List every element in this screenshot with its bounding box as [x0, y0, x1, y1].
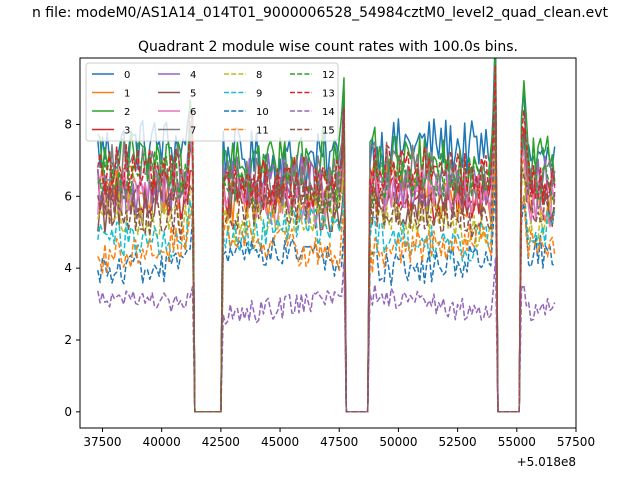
x-axis: 37500 40000 42500 45000 47500 50000 52500 55000… — [83, 428, 595, 449]
legend-label-9: 9 — [256, 89, 262, 100]
x-tick-label: 47500 — [320, 435, 358, 449]
x-tick-label: 57500 — [557, 435, 595, 449]
legend-label-15: 15 — [322, 126, 335, 137]
chart-title: Quadrant 2 module wise count rates with … — [138, 39, 518, 55]
legend-label-1: 1 — [124, 89, 130, 100]
x-tick-label: 45000 — [261, 435, 299, 449]
series-line-14 — [97, 257, 556, 413]
x-tick-label: 40000 — [143, 435, 181, 449]
series-line-10 — [97, 178, 555, 413]
y-tick-label: 8 — [64, 117, 72, 131]
x-tick-label: 55000 — [498, 435, 536, 449]
legend-frame — [85, 62, 339, 142]
legend-label-12: 12 — [322, 70, 335, 81]
x-tick-label: 37500 — [83, 435, 121, 449]
legend-label-0: 0 — [124, 70, 130, 81]
legend-label-10: 10 — [256, 107, 269, 118]
legend-label-3: 3 — [124, 126, 130, 137]
series-line-11 — [97, 153, 556, 413]
figure-suptitle: n file: modeM0/AS1A14_014T01_9000006528_… — [32, 5, 609, 21]
legend-label-14: 14 — [322, 107, 335, 118]
series-line-2 — [97, 58, 556, 413]
y-tick-label: 2 — [64, 333, 72, 347]
legend-label-8: 8 — [256, 70, 262, 81]
y-tick-label: 4 — [64, 261, 72, 275]
y-axis: 0 2 4 6 8 — [64, 117, 80, 419]
x-tick-label: 42500 — [202, 435, 240, 449]
legend-label-6: 6 — [190, 107, 196, 118]
x-offset-text: +5.018e8 — [517, 455, 576, 469]
x-tick-label: 50000 — [379, 435, 417, 449]
series-line-13 — [97, 64, 556, 413]
legend-label-5: 5 — [190, 89, 196, 100]
legend-label-4: 4 — [190, 70, 196, 81]
axes-frame — [79, 57, 577, 429]
legend-label-13: 13 — [322, 89, 335, 100]
series-line-15 — [97, 113, 556, 413]
y-tick-label: 0 — [64, 405, 72, 419]
legend-label-7: 7 — [190, 126, 196, 137]
x-tick-label: 52500 — [439, 435, 477, 449]
y-tick-label: 6 — [64, 189, 72, 203]
series-line-12 — [97, 61, 556, 413]
series-layer — [97, 58, 556, 413]
series-line-8 — [97, 128, 556, 413]
legend-label-11: 11 — [256, 126, 269, 137]
legend-label-2: 2 — [124, 107, 130, 118]
